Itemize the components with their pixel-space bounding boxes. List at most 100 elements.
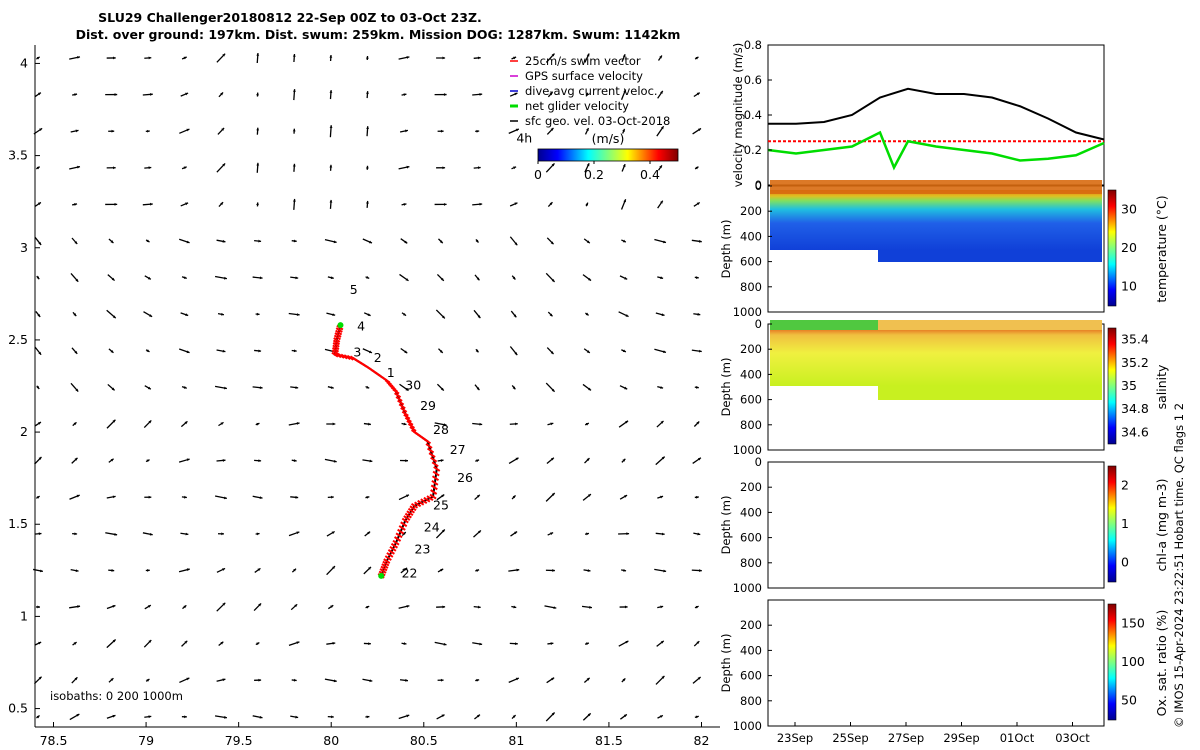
legend-label: net glider velocity — [525, 99, 629, 113]
current-vector-head — [660, 200, 663, 204]
current-vector-head — [699, 569, 702, 572]
current-vector-head — [660, 605, 664, 609]
colorbar-tick: 1 — [1121, 516, 1129, 531]
current-vector-head — [695, 385, 699, 389]
current-vector-head — [331, 531, 335, 535]
map-x-tick: 80 — [323, 733, 339, 748]
current-vector-head — [74, 457, 78, 461]
time-tick: 25Sep — [832, 731, 868, 745]
current-vector-head — [224, 715, 227, 719]
colorbar-tick: 35 — [1121, 378, 1137, 393]
current-vector-head — [148, 640, 152, 643]
map-x-tick: 82 — [694, 733, 710, 748]
current-vector-head — [405, 129, 408, 133]
swim-vector — [334, 332, 342, 338]
current-vector-head — [37, 605, 40, 609]
current-vector-head — [186, 240, 190, 244]
swim-vector — [430, 484, 438, 491]
current-vector-head — [622, 54, 626, 58]
current-vector-head — [514, 202, 518, 206]
current-vector-head — [697, 676, 701, 680]
swim-vector — [433, 466, 441, 472]
current-vector-head — [114, 532, 118, 536]
current-vector-head — [406, 56, 410, 59]
current-vector-head — [516, 568, 520, 572]
current-vector-head — [441, 494, 445, 498]
current-vector-head — [146, 349, 150, 352]
current-vector-head — [183, 56, 187, 60]
depth-tick: 200 — [740, 618, 762, 632]
current-vector-head — [222, 602, 226, 606]
temperature-field — [770, 190, 1102, 250]
map-y-tick: 1 — [20, 608, 28, 623]
current-vector-head — [224, 496, 227, 500]
current-vector-head — [112, 714, 116, 718]
current-vector-head — [114, 202, 118, 206]
swim-vector — [431, 461, 439, 468]
day-label: 30 — [405, 378, 421, 393]
current-vector-head — [113, 166, 116, 170]
current-vector-head — [111, 387, 115, 391]
current-vector-head — [292, 128, 296, 132]
current-vector-head — [259, 386, 263, 390]
swim-vector — [406, 510, 414, 517]
current-vector-head — [329, 125, 333, 128]
current-vector-head — [476, 129, 480, 133]
current-vector-head — [222, 678, 226, 682]
current-vector-head — [112, 605, 116, 608]
current-vector-head — [292, 198, 296, 202]
current-vector-head — [440, 678, 444, 682]
current-vector-head — [38, 457, 42, 460]
current-vector-head — [585, 92, 589, 96]
current-vector-head — [331, 495, 334, 499]
colorbar-tick: 50 — [1121, 693, 1137, 708]
swim-vector — [401, 517, 409, 524]
current-vector-head — [75, 278, 79, 282]
current-vector-head — [366, 276, 370, 279]
current-vector-head — [440, 459, 444, 462]
current-vector-head — [586, 163, 590, 167]
current-vector-head — [512, 495, 516, 499]
current-vector-head — [512, 715, 516, 718]
current-vector-head — [586, 240, 590, 244]
swim-vector — [409, 505, 417, 512]
time-tick: 03Oct — [1055, 731, 1090, 745]
swim-vector — [335, 329, 343, 336]
swim-vector — [394, 392, 402, 399]
current-vector-head — [222, 239, 226, 243]
current-vector-head — [110, 678, 114, 682]
current-vector-head — [256, 202, 259, 206]
swim-vector — [403, 515, 411, 521]
current-vector-head — [75, 569, 79, 573]
current-vector-head — [624, 495, 628, 498]
colorbar-tick: 0 — [1121, 555, 1129, 570]
current-vector-head — [553, 606, 557, 610]
map-x-tick: 78.5 — [40, 733, 68, 748]
current-vector-head — [73, 642, 77, 645]
current-vector-head — [74, 532, 78, 536]
current-vector-head — [329, 55, 333, 58]
swim-vector — [335, 327, 343, 333]
current-vector-head — [663, 569, 667, 573]
depth-tick: 600 — [740, 393, 762, 407]
current-vector-head — [697, 532, 701, 536]
depth-tick: 800 — [740, 556, 762, 570]
current-vector-head — [442, 605, 446, 609]
current-vector-head — [405, 494, 409, 498]
current-vector-head — [366, 495, 370, 499]
swim-vector — [400, 407, 408, 413]
current-vector-head — [296, 641, 300, 645]
time-tick: 27Sep — [888, 731, 924, 745]
swim-vectors — [331, 322, 441, 579]
section-colorbar — [1107, 189, 1117, 307]
current-vector-head — [475, 349, 479, 353]
swim-vector — [381, 563, 389, 569]
day-label: 3 — [353, 345, 361, 360]
current-vector-head — [476, 494, 480, 498]
current-vector-head — [479, 642, 483, 646]
current-vector-head — [404, 240, 408, 244]
current-vector-head — [660, 386, 664, 389]
current-vector-head — [551, 712, 555, 716]
current-vector-head — [112, 639, 116, 643]
